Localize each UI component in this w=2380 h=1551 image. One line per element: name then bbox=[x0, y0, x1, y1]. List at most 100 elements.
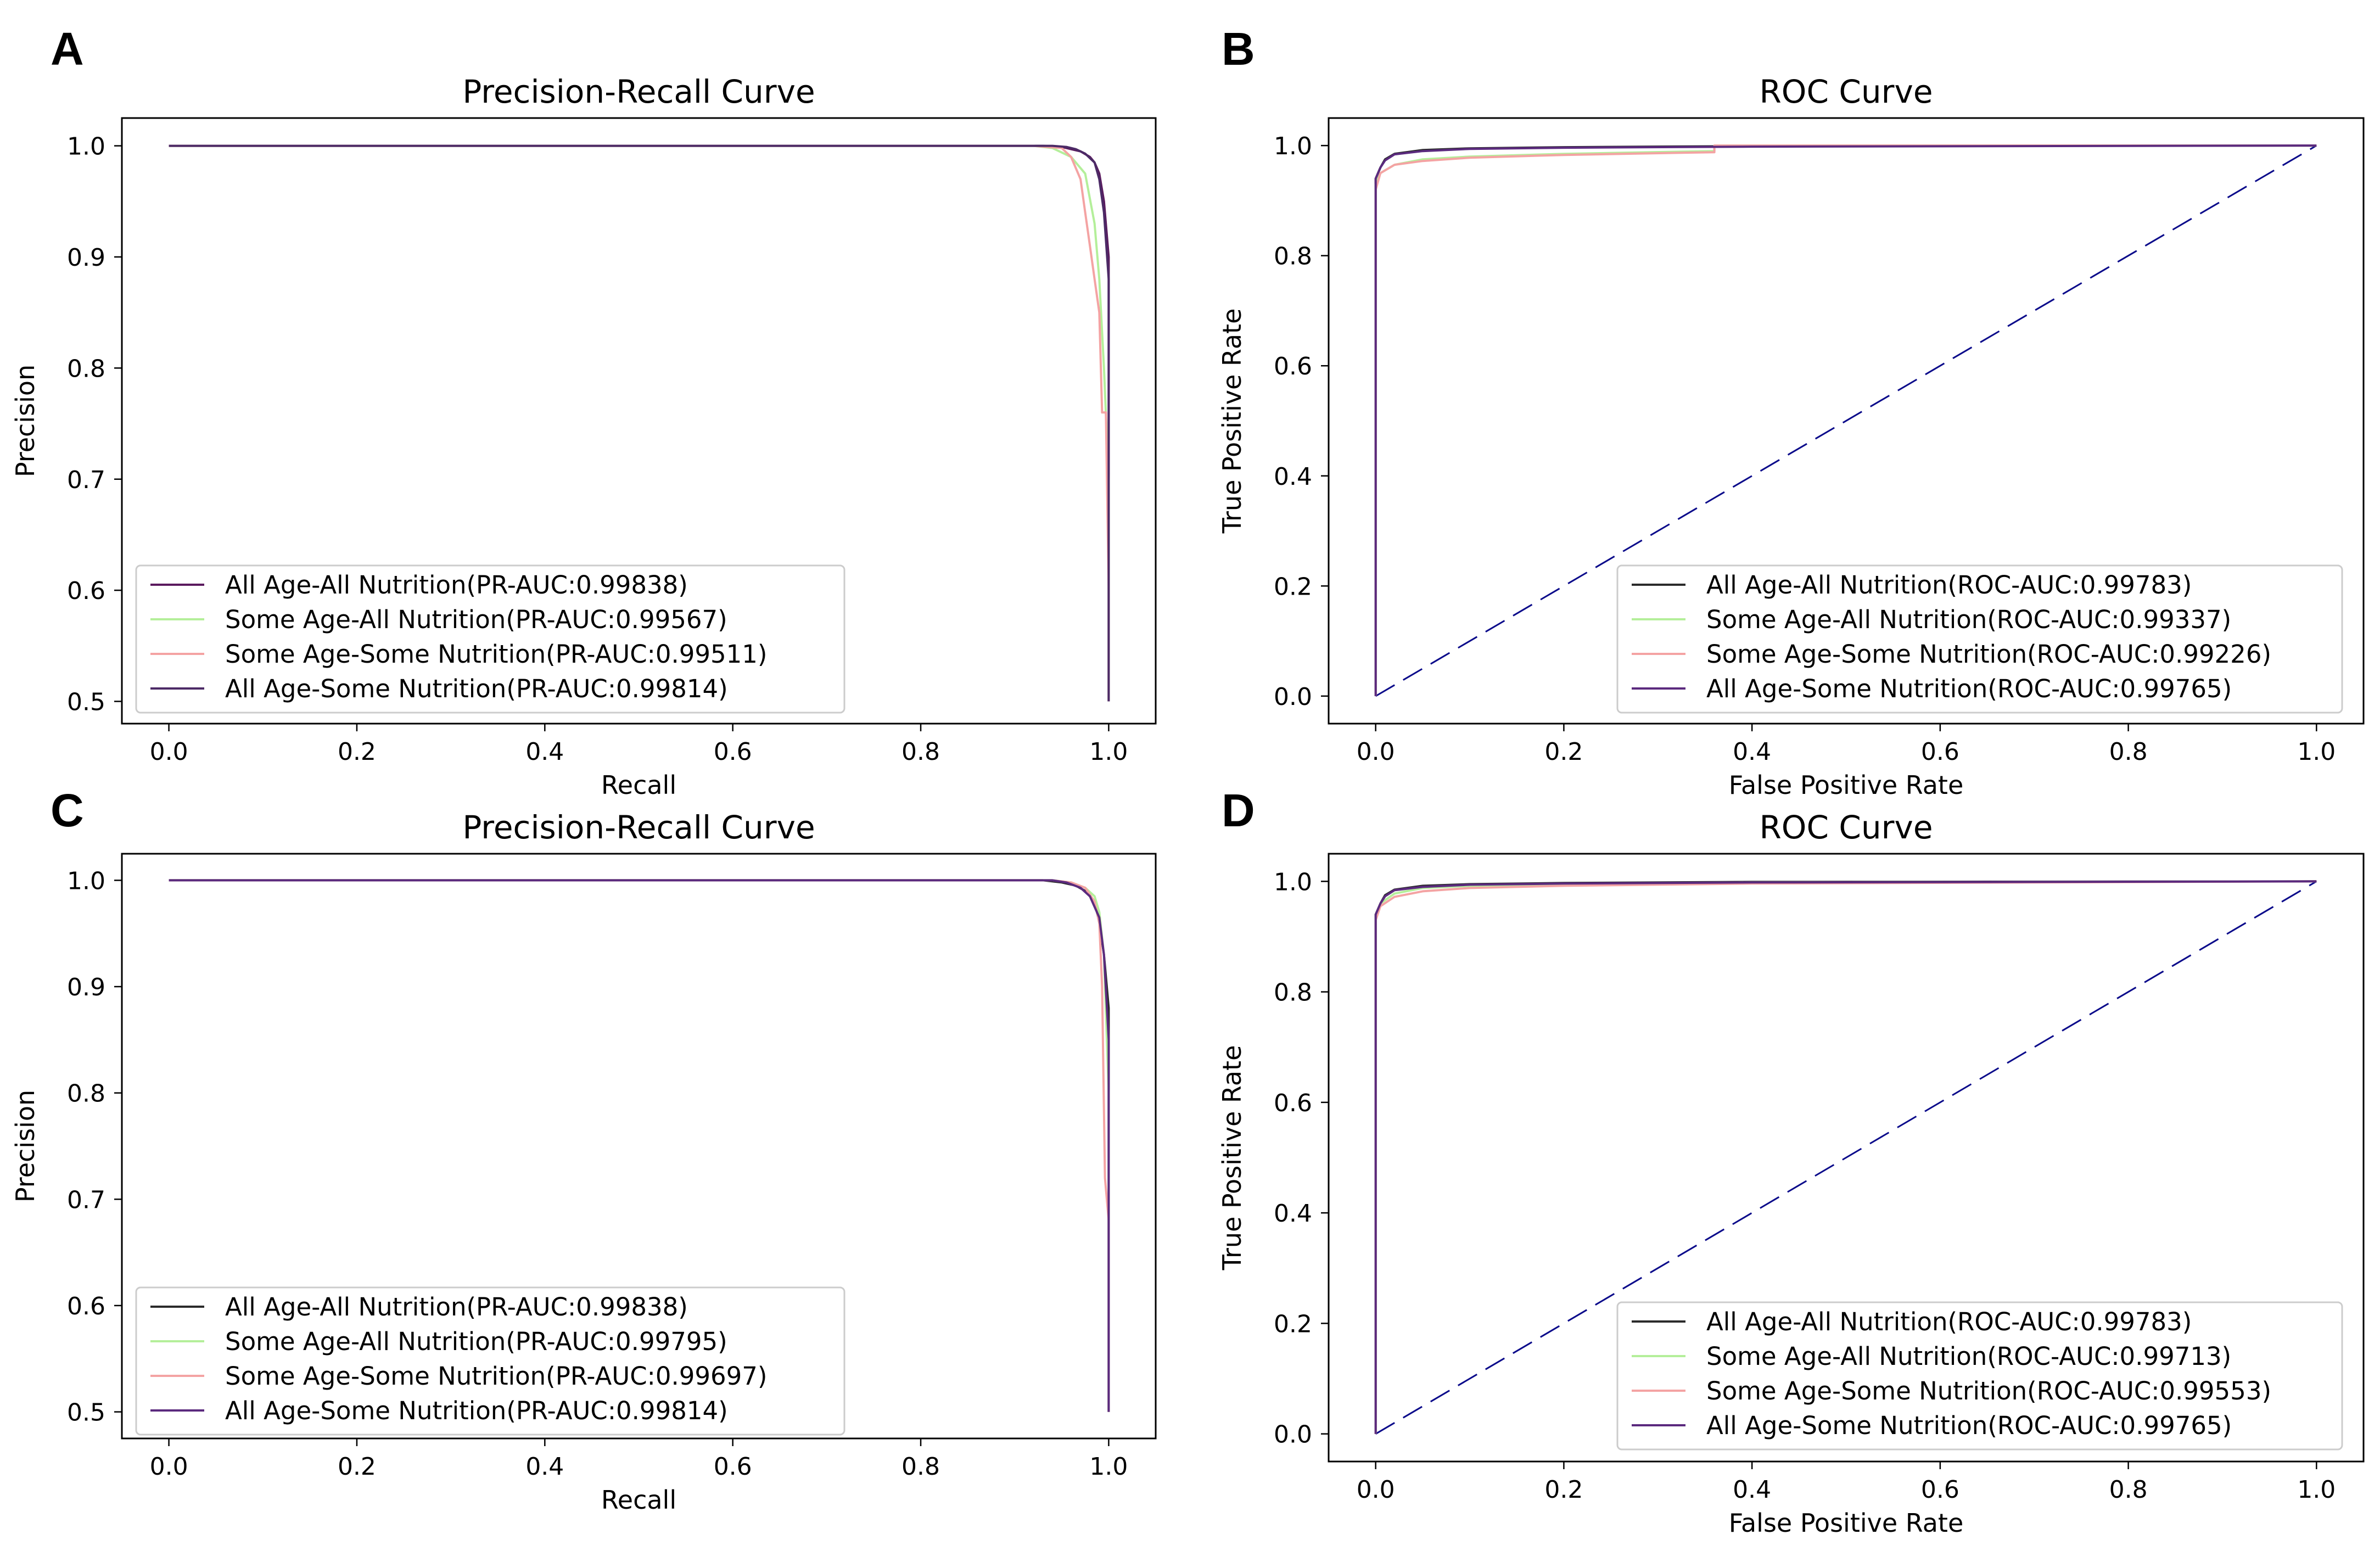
y-axis-label: Precision bbox=[10, 365, 40, 477]
x-tick-label: 0.0 bbox=[150, 1453, 188, 1481]
plot-area bbox=[1374, 144, 2317, 697]
x-tick-label: 0.4 bbox=[1733, 738, 1771, 766]
plot-area bbox=[169, 144, 1110, 702]
x-tick-label: 0.4 bbox=[525, 738, 564, 766]
chart-title: ROC Curve bbox=[1760, 73, 1933, 110]
series-line-4 bbox=[1374, 144, 2317, 696]
y-tick-label: 0.6 bbox=[1274, 1089, 1312, 1117]
legend-entry: Some Age-Some Nutrition(ROC-AUC:0.99553) bbox=[1706, 1376, 2271, 1406]
y-tick-label: 0.4 bbox=[1274, 1200, 1312, 1228]
x-tick-label: 0.0 bbox=[1357, 738, 1395, 766]
y-tick-label: 0.8 bbox=[1274, 979, 1312, 1007]
chart-panel-a: A Precision-Recall Curve 0.0 0.2 0.4 0.6 0.8 1.… bbox=[10, 23, 1157, 800]
x-tick-label: 1.0 bbox=[1089, 738, 1128, 766]
legend-entry: Some Age-Some Nutrition(PR-AUC:0.99511) bbox=[225, 640, 767, 669]
legend: All Age-All Nutrition(ROC-AUC:0.99783) So… bbox=[1616, 564, 2343, 714]
series-line-4 bbox=[169, 879, 1110, 1412]
axes-frame bbox=[1328, 853, 2365, 1463]
y-tick-label: 0.8 bbox=[67, 355, 105, 383]
legend-box bbox=[1616, 1301, 2343, 1451]
chart-panel-b: B ROC Curve 0.0 0.2 0.4 0.6 0.8 1.0 0.0 0.2 0.4 0.6… bbox=[1217, 23, 2365, 800]
y-tick-label: 0.9 bbox=[67, 973, 105, 1001]
y-tick-label: 0.6 bbox=[67, 1292, 105, 1320]
x-tick-label: 0.4 bbox=[525, 1453, 564, 1481]
x-tick-label: 0.4 bbox=[1733, 1476, 1771, 1504]
y-tick-label: 0.0 bbox=[1274, 1421, 1312, 1449]
legend-entry: Some Age-All Nutrition(ROC-AUC:0.99337) bbox=[1706, 605, 2231, 634]
y-tick-label: 0.5 bbox=[67, 688, 105, 716]
x-tick-label: 0.0 bbox=[150, 738, 188, 766]
y-tick-label: 0.2 bbox=[1274, 573, 1312, 601]
y-tick-label: 0.5 bbox=[67, 1399, 105, 1427]
y-tick-label: 0.6 bbox=[67, 577, 105, 605]
x-tick-label: 1.0 bbox=[2297, 1476, 2336, 1504]
panel-letter: A bbox=[51, 23, 84, 75]
x-tick-label: 0.8 bbox=[2109, 738, 2148, 766]
series-line-3 bbox=[169, 144, 1110, 702]
y-tick-label: 0.8 bbox=[1274, 243, 1312, 271]
x-axis-label: False Positive Rate bbox=[1729, 1508, 1964, 1538]
legend: All Age-All Nutrition(PR-AUC:0.99838) Som… bbox=[135, 1286, 845, 1436]
series-line-4 bbox=[1374, 880, 2317, 1434]
diagonal-reference-line bbox=[1375, 144, 2317, 697]
axes-frame bbox=[121, 853, 1157, 1440]
x-tick-label: 0.2 bbox=[338, 738, 376, 766]
legend-box bbox=[1616, 564, 2343, 714]
legend: All Age-All Nutrition(ROC-AUC:0.99783) So… bbox=[1616, 1301, 2343, 1451]
legend-entry: Some Age-All Nutrition(PR-AUC:0.99795) bbox=[225, 1327, 727, 1356]
x-tick-label: 0.6 bbox=[1921, 738, 1959, 766]
legend-entry: All Age-Some Nutrition(ROC-AUC:0.99765) bbox=[1706, 674, 2232, 703]
legend-box bbox=[135, 1286, 845, 1436]
series-line-4 bbox=[169, 144, 1110, 702]
legend-box bbox=[135, 564, 845, 714]
y-tick-label: 0.2 bbox=[1274, 1310, 1312, 1338]
legend-entry: All Age-Some Nutrition(PR-AUC:0.99814) bbox=[225, 674, 728, 703]
x-tick-label: 0.6 bbox=[714, 1453, 752, 1481]
legend-entry: All Age-All Nutrition(PR-AUC:0.99838) bbox=[225, 1292, 688, 1322]
plot-area bbox=[1374, 880, 2317, 1435]
y-axis-label: True Positive Rate bbox=[1217, 1045, 1247, 1271]
legend-entry: Some Age-All Nutrition(PR-AUC:0.99567) bbox=[225, 605, 727, 634]
x-tick-label: 0.8 bbox=[901, 738, 940, 766]
axes-frame bbox=[121, 117, 1157, 725]
x-tick-label: 0.6 bbox=[714, 738, 752, 766]
y-axis-label: Precision bbox=[10, 1090, 40, 1202]
y-tick-label: 1.0 bbox=[67, 133, 105, 161]
x-tick-label: 0.0 bbox=[1357, 1476, 1395, 1504]
panel-letter: C bbox=[51, 785, 84, 836]
legend-entry: All Age-Some Nutrition(ROC-AUC:0.99765) bbox=[1706, 1411, 2232, 1440]
legend: All Age-All Nutrition(PR-AUC:0.99838) Som… bbox=[135, 564, 845, 714]
y-tick-label: 1.0 bbox=[1274, 868, 1312, 896]
legend-entry: All Age-All Nutrition(ROC-AUC:0.99783) bbox=[1706, 570, 2192, 600]
y-tick-label: 0.8 bbox=[67, 1080, 105, 1108]
x-axis-label: Recall bbox=[601, 770, 676, 800]
legend-entry: All Age-All Nutrition(ROC-AUC:0.99783) bbox=[1706, 1307, 2192, 1336]
panel-letter: D bbox=[1222, 785, 1255, 836]
x-tick-label: 0.2 bbox=[1544, 1476, 1583, 1504]
axes-frame bbox=[1328, 117, 2365, 725]
legend-entry: All Age-Some Nutrition(PR-AUC:0.99814) bbox=[225, 1396, 728, 1425]
legend-entry: Some Age-All Nutrition(ROC-AUC:0.99713) bbox=[1706, 1342, 2231, 1371]
y-tick-label: 0.7 bbox=[67, 466, 105, 494]
y-tick-label: 0.9 bbox=[67, 244, 105, 272]
x-tick-label: 0.6 bbox=[1921, 1476, 1959, 1504]
series-line-3 bbox=[1374, 144, 2317, 696]
y-tick-label: 1.0 bbox=[1274, 132, 1312, 160]
x-tick-label: 0.2 bbox=[1544, 738, 1583, 766]
x-axis-label: False Positive Rate bbox=[1729, 770, 1964, 800]
x-tick-label: 1.0 bbox=[2297, 738, 2336, 766]
x-axis-label: Recall bbox=[601, 1485, 676, 1515]
chart-panel-d: D ROC Curve 0.0 0.2 0.4 0.6 0.8 1.0 0.0 0.2 0.4 0.6… bbox=[1217, 785, 2365, 1538]
chart-panel-c: C Precision-Recall Curve 0.0 0.2 0.4 0.6 0.8 1.… bbox=[10, 785, 1157, 1515]
legend-entry: All Age-All Nutrition(PR-AUC:0.99838) bbox=[225, 570, 688, 600]
x-tick-label: 0.8 bbox=[901, 1453, 940, 1481]
panel-letter: B bbox=[1222, 23, 1255, 75]
chart-title: ROC Curve bbox=[1760, 809, 1933, 846]
plot-area bbox=[169, 879, 1110, 1412]
x-tick-label: 1.0 bbox=[1089, 1453, 1128, 1481]
x-tick-label: 0.8 bbox=[2109, 1476, 2148, 1504]
chart-title: Precision-Recall Curve bbox=[462, 809, 815, 846]
x-tick-label: 0.2 bbox=[338, 1453, 376, 1481]
legend-entry: Some Age-Some Nutrition(PR-AUC:0.99697) bbox=[225, 1362, 767, 1391]
